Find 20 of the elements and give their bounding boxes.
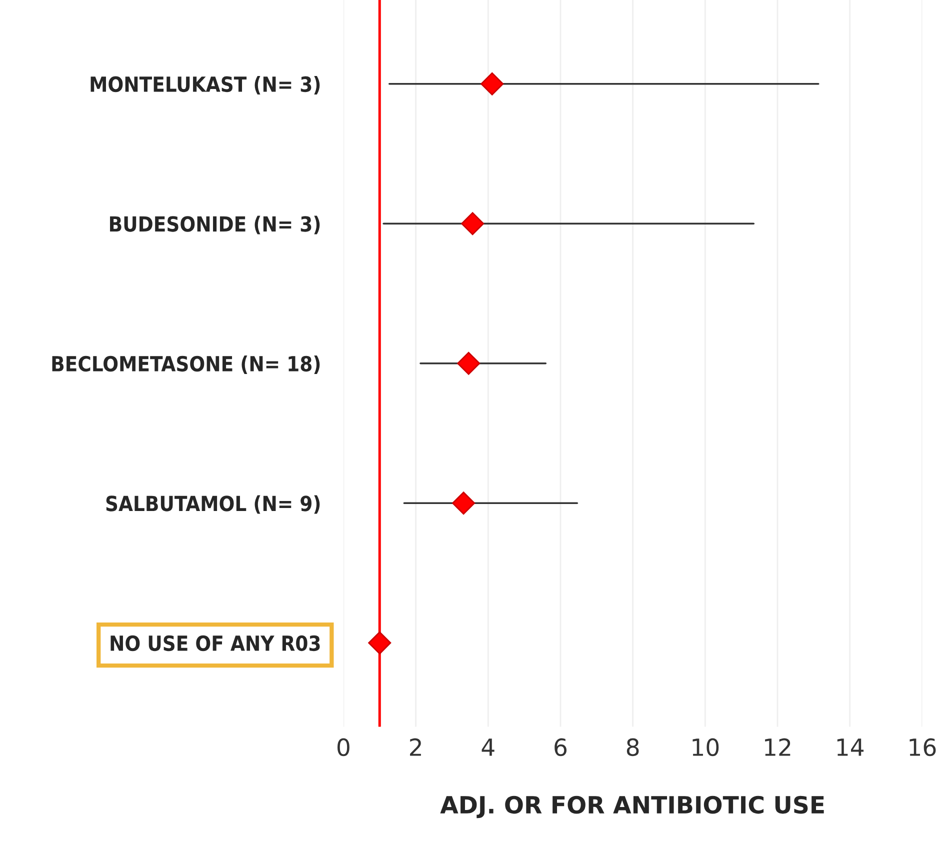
x-tick-label: 2 — [410, 738, 421, 756]
point — [452, 492, 476, 515]
x-tick-label: 0 — [338, 738, 350, 756]
point — [480, 72, 504, 96]
x-tick-label: 12 — [765, 738, 790, 756]
point — [457, 352, 480, 375]
x-tick-label: 8 — [626, 738, 639, 756]
x-tick-label: 4 — [482, 738, 494, 756]
y-tick-label: NO USE OF ANY R03 — [110, 635, 320, 652]
x-axis-title: ADJ. OR FOR ANTIBIOTIC USE — [440, 796, 824, 818]
point — [461, 212, 484, 236]
x-tick-label: 6 — [554, 738, 567, 756]
y-tick-label: MONTELUKAST (N= 3) — [90, 76, 320, 95]
x-tick-label: 10 — [692, 738, 719, 756]
y-tick-label: SALBUTAMOL (N= 9) — [106, 495, 320, 514]
y-tick-label: BECLOMETASONE (N= 18) — [52, 355, 320, 374]
x-tick-label: 14 — [837, 738, 864, 756]
x-tick-label: 16 — [910, 738, 936, 756]
point — [368, 631, 392, 654]
y-tick-label: BUDESONIDE (N= 3) — [110, 216, 320, 234]
